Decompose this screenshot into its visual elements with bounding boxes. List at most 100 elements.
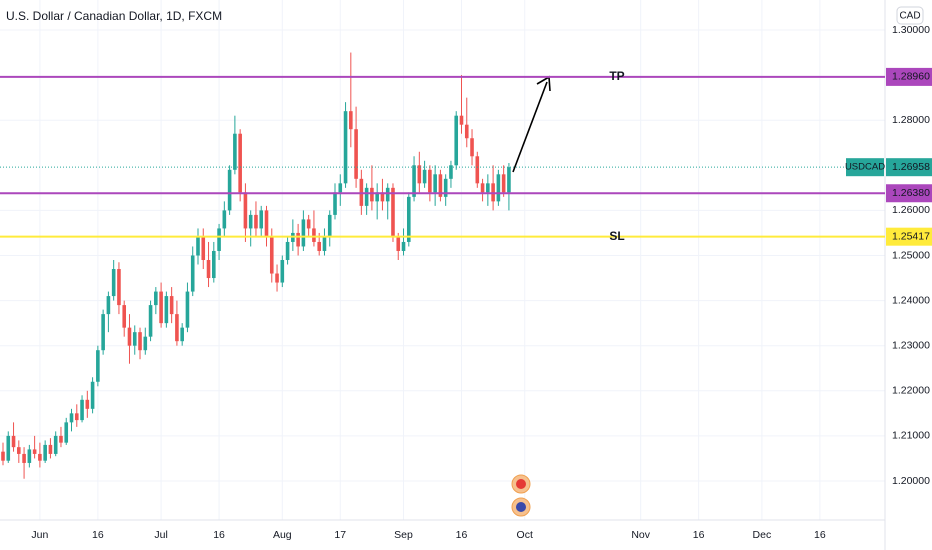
level-name: SL (609, 229, 624, 243)
candle-body (349, 111, 353, 130)
y-tick-label: 1.24000 (892, 294, 930, 306)
level-tag-label: 1.28960 (892, 71, 930, 83)
candle-body (296, 232, 300, 247)
candle-body (6, 435, 11, 461)
candle-body (32, 449, 37, 454)
candle-body (175, 314, 179, 342)
candle-body (449, 165, 453, 179)
candle-body (53, 435, 58, 454)
x-tick-label: 16 (213, 529, 225, 541)
y-tick-label: 1.30000 (892, 24, 930, 36)
candle-body (338, 183, 343, 193)
candle-body (143, 336, 148, 351)
candle-body (501, 174, 506, 193)
x-tick-label: 16 (92, 529, 104, 541)
candle-body (396, 237, 401, 251)
candle-body (96, 350, 100, 382)
candle-body (433, 174, 437, 193)
level-tag (886, 227, 932, 246)
level-tag (886, 184, 932, 203)
candle-body (127, 327, 132, 346)
candle-body (164, 296, 169, 324)
candle-body (233, 133, 237, 170)
candle-body (227, 169, 232, 211)
candle-body (438, 174, 443, 197)
candle-body (154, 291, 158, 306)
candle-body (301, 219, 306, 247)
candle-body (117, 269, 121, 306)
candle-body (370, 187, 374, 202)
candle-body (401, 241, 406, 251)
candle-body (269, 237, 274, 274)
candle-body (148, 305, 153, 337)
candle-body (443, 178, 448, 197)
currency-button[interactable] (896, 6, 924, 25)
y-tick-label: 1.21000 (892, 430, 930, 442)
level-name: TP (609, 69, 624, 83)
candle-body (428, 169, 432, 193)
candle-body (496, 174, 501, 202)
candle-body (417, 165, 422, 184)
candle-body (312, 228, 316, 242)
candle-body (317, 241, 321, 251)
candle-body (254, 214, 258, 229)
x-tick-label: Nov (631, 529, 650, 541)
candle-body (138, 332, 142, 351)
candle-body (454, 115, 459, 166)
candle-body (480, 183, 485, 193)
candle-body (459, 115, 464, 125)
y-tick-label: 1.25000 (892, 249, 930, 261)
candle-body (22, 453, 26, 463)
y-tick-label: 1.22000 (892, 385, 930, 397)
candle-body (475, 156, 480, 184)
price-tag-label: 1.26958 (892, 161, 930, 173)
candle-body (132, 332, 137, 346)
y-tick-label: 1.23000 (892, 339, 930, 351)
y-tick-label: 1.28000 (892, 114, 930, 126)
candle-body (101, 314, 105, 351)
symbol-tag (846, 158, 884, 177)
x-tick-label: Jun (31, 529, 48, 541)
candle-body (106, 296, 111, 315)
candle-body (43, 444, 47, 461)
candle-body (185, 291, 190, 328)
candle-body (212, 250, 216, 279)
candle-body (333, 192, 337, 215)
x-tick-label: 16 (814, 529, 826, 541)
candle-body (69, 413, 74, 423)
x-tick-label: 16 (693, 529, 705, 541)
candle-body (64, 422, 69, 443)
candle-body (306, 219, 311, 229)
candle-body (196, 237, 200, 256)
candle-body (238, 133, 242, 193)
candle-body (327, 214, 332, 238)
x-tick-label: Oct (517, 529, 533, 541)
currency-label[interactable]: CAD (899, 11, 920, 22)
candle-body (248, 214, 253, 229)
arrow-line (512, 81, 548, 173)
candle-body (385, 187, 390, 202)
candle-body (243, 192, 248, 229)
candle-body (206, 260, 211, 279)
event-icons[interactable] (511, 474, 531, 517)
candle-body (80, 399, 84, 421)
candle-body (470, 138, 474, 157)
level-tag-label: 1.25417 (892, 230, 930, 242)
candle-body (190, 255, 195, 292)
level-tag-label: 1.26380 (892, 187, 930, 199)
symbol-tag-label: USDCAD (845, 162, 885, 173)
candle-body (159, 291, 163, 324)
chart-title: U.S. Dollar / Canadian Dollar, 1D, FXCM (6, 9, 222, 23)
candle-body (391, 187, 395, 238)
candle-body (264, 210, 269, 238)
x-tick-label: Jul (154, 529, 167, 541)
candle-body (375, 192, 379, 202)
candle-body (406, 196, 411, 242)
candle-body (364, 187, 369, 206)
candle-body (1, 451, 5, 461)
x-tick-label: 17 (334, 529, 346, 541)
candle-body (122, 305, 127, 328)
x-tick-label: Sep (394, 529, 413, 541)
candle-body (343, 111, 348, 184)
